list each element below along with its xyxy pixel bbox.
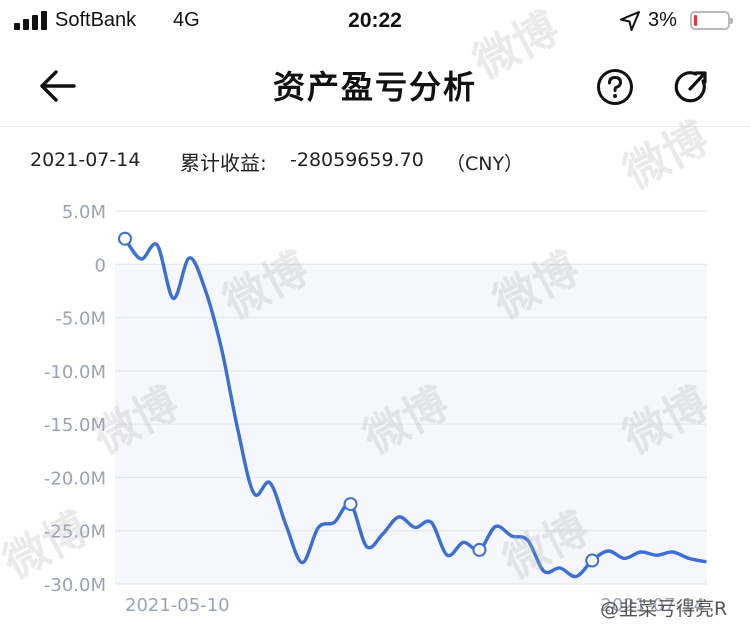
y-tick-label: -5.0M (55, 309, 106, 330)
back-arrow-icon[interactable] (38, 68, 78, 104)
footer-watermark: @韭菜亏得亮R (600, 598, 728, 620)
y-tick-label: 5.0M (62, 202, 106, 223)
location-arrow-icon (620, 11, 640, 31)
network-type: 4G (173, 9, 200, 31)
series-markers (118, 231, 600, 568)
battery-percent: 3% (648, 9, 677, 31)
status-time: 20:22 (348, 9, 402, 32)
page-title: 资产盈亏分析 (272, 68, 477, 106)
series-marker (343, 497, 358, 512)
y-tick-label: -30.0M (44, 575, 106, 596)
share-icon[interactable] (672, 67, 712, 107)
currency-label: （CNY） (446, 153, 524, 175)
series-marker (585, 553, 600, 568)
series-marker (472, 542, 487, 557)
y-tick-label: -25.0M (44, 522, 106, 543)
status-bar: SoftBank 4G 20:22 3% (0, 0, 750, 44)
y-tick-label: -20.0M (44, 468, 106, 489)
y-tick-label: 0 (95, 255, 106, 276)
header-divider (0, 126, 750, 127)
y-tick-label: -10.0M (44, 362, 106, 383)
series-marker (118, 231, 132, 246)
watermark-text: 微博 (615, 112, 717, 200)
profit-chart: 5.0M 0 -5.0M -10.0M -15.0M -20.0M -25.0M -30.0M… (44, 202, 707, 616)
x-axis-label: 2021-05-10 (125, 595, 230, 616)
y-axis-ticks: 5.0M 0 -5.0M -10.0M -15.0M -20.0M -25.0M -30.0M (44, 202, 106, 596)
series-line (123, 237, 707, 579)
x-axis-labels: 2021-05-10 2021-07-14 (125, 595, 705, 616)
x-axis-label: 2021-07-14 (600, 595, 705, 616)
cumulative-profit-label: 累计收益: (180, 151, 267, 175)
help-icon[interactable] (595, 67, 635, 107)
summary-date: 2021-07-14 (30, 149, 141, 171)
carrier-name: SoftBank (55, 9, 137, 31)
cumulative-profit-value: -28059659.70 (290, 149, 424, 171)
y-tick-label: -15.0M (44, 415, 106, 436)
signal-icon (14, 10, 48, 30)
battery-icon (690, 11, 733, 30)
